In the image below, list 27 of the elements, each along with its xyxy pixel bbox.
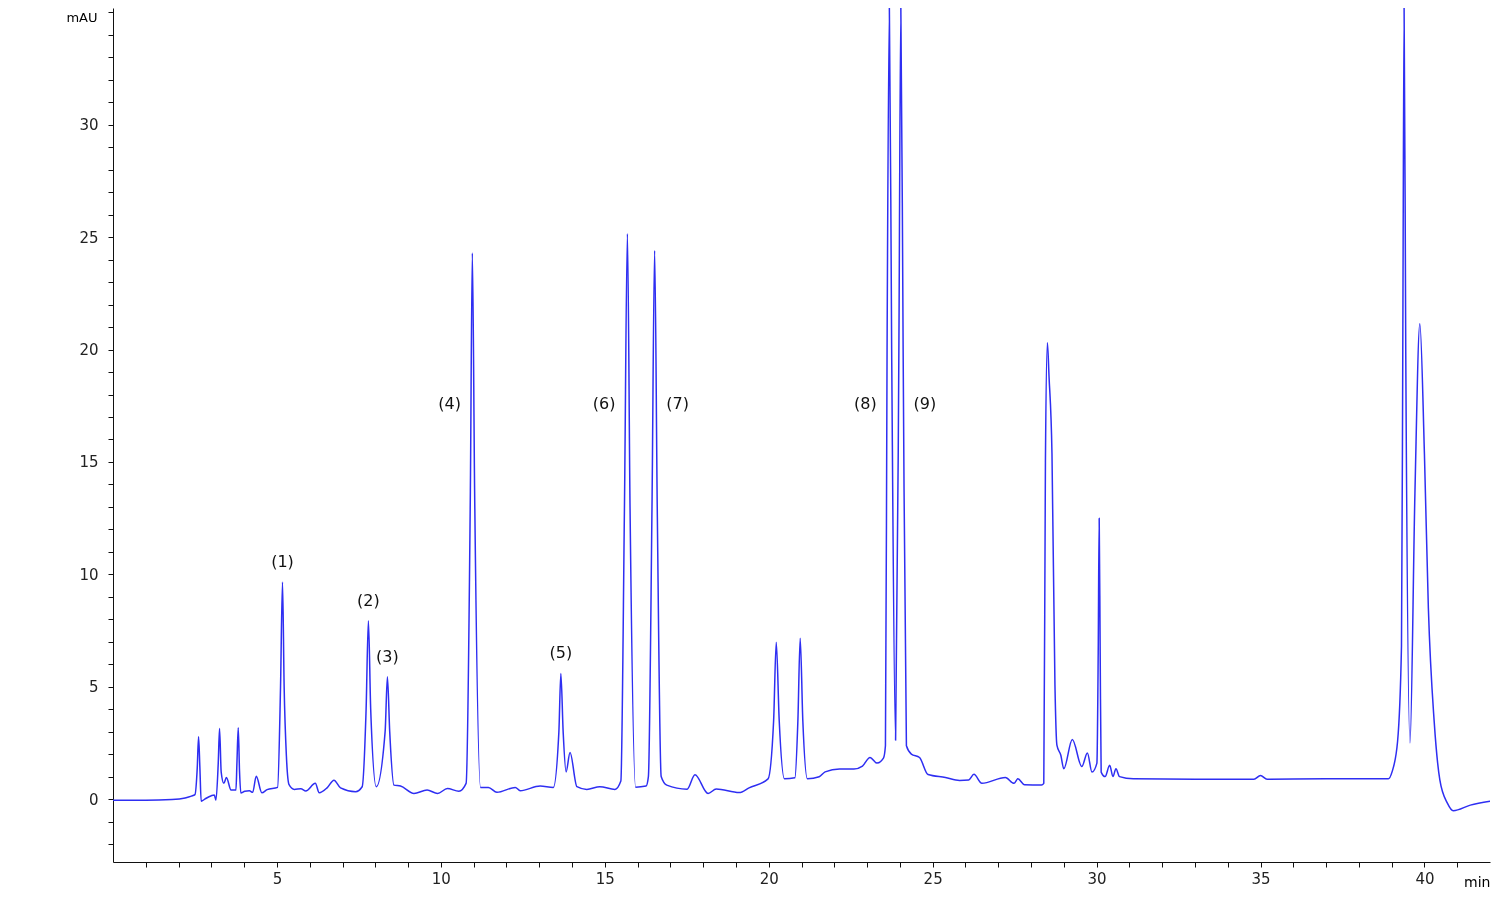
y-tick-label: 5 [88, 678, 99, 697]
y-tick-label: 30 [79, 116, 99, 135]
annotation: (1) [271, 551, 294, 571]
annotation: (6) [592, 393, 616, 413]
annotation: (3) [376, 646, 399, 666]
x-axis-title: min [1464, 873, 1491, 890]
line-series [113, 8, 1490, 812]
x-tick-label: 35 [1251, 869, 1271, 888]
annotation: (9) [913, 393, 937, 413]
x-tick-label: 20 [759, 869, 779, 888]
x-tick-label: 10 [431, 869, 451, 888]
x-tick-label: 25 [923, 869, 943, 888]
x-tick-label: 5 [272, 869, 283, 888]
annotation: (5) [549, 643, 573, 663]
y-tick-label: 25 [79, 228, 99, 247]
x-tick-label: 15 [595, 869, 615, 888]
y-tick-label: 20 [79, 341, 99, 360]
x-tick-label: 40 [1415, 869, 1435, 888]
annotation: (7) [666, 393, 689, 413]
y-tick-label: 15 [79, 453, 99, 472]
annotation: (2) [357, 590, 380, 610]
y-tick-label: 10 [79, 565, 99, 584]
y-axis-title: mAU [66, 9, 98, 25]
x-tick-label: 30 [1087, 869, 1107, 888]
y-tick-label: 0 [88, 790, 99, 809]
annotation: (4) [438, 393, 462, 413]
annotation: (8) [854, 393, 877, 413]
